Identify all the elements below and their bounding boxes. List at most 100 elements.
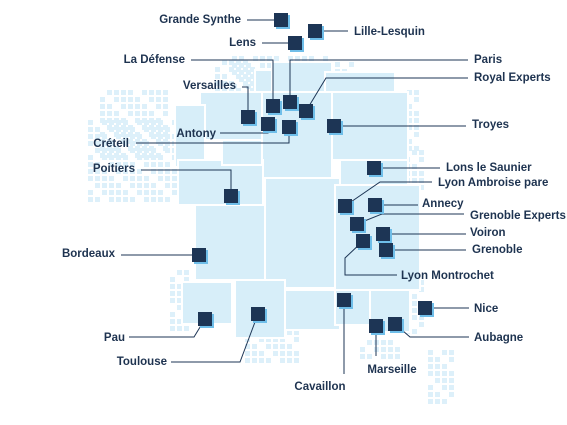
label-cavaillon[interactable]: Cavaillon (294, 381, 345, 393)
map-pixel (381, 340, 386, 345)
map-pixel (407, 111, 412, 116)
marker-pau[interactable] (198, 312, 214, 328)
label-lyon-montrochet[interactable]: Lyon Montrochet (401, 270, 494, 282)
marker-bordeaux[interactable] (192, 248, 208, 264)
label-lens[interactable]: Lens (229, 37, 256, 49)
map-pixel (100, 97, 105, 102)
marker-nice[interactable] (418, 301, 434, 317)
map-pixel (260, 56, 265, 61)
label-grenoble-experts[interactable]: Grenoble Experts (470, 210, 566, 222)
marker-aubagne[interactable] (388, 317, 404, 333)
map-pixel (123, 197, 128, 202)
label-aubagne[interactable]: Aubagne (474, 332, 523, 344)
label-royal-experts[interactable]: Royal Experts (474, 72, 551, 84)
marker-paris[interactable] (283, 95, 299, 111)
map-pixel (137, 190, 142, 195)
map-pixel (407, 139, 412, 144)
label-annecy[interactable]: Annecy (422, 198, 464, 210)
label-voiron[interactable]: Voiron (470, 227, 506, 239)
map-pixel (144, 148, 149, 153)
map-pixel (156, 104, 161, 109)
map-pixel (395, 347, 400, 352)
map-pixel (144, 197, 149, 202)
label-lille-lesquin[interactable]: Lille-Lesquin (354, 26, 425, 38)
label-poitiers[interactable]: Poitiers (93, 163, 135, 175)
map-pixel (158, 134, 163, 139)
label-grande-synthe[interactable]: Grande Synthe (159, 14, 241, 26)
map-pixel (449, 350, 454, 355)
map-pixel (149, 111, 154, 116)
marker-marseille[interactable] (369, 319, 385, 335)
label-toulouse[interactable]: Toulouse (117, 356, 167, 368)
map-pixel (309, 56, 314, 61)
marker-versailles[interactable] (241, 110, 257, 126)
label-grenoble[interactable]: Grenoble (472, 244, 522, 256)
marker-lons-le-saunier[interactable] (367, 161, 383, 177)
map-pixel (407, 146, 412, 151)
map-pixel (388, 347, 393, 352)
map-pixel (121, 104, 126, 109)
label-versailles[interactable]: Versailles (183, 80, 236, 92)
square-office-marker-icon (367, 161, 381, 175)
marker-antony[interactable] (261, 117, 277, 133)
map-pixel (360, 354, 365, 359)
marker-troyes[interactable] (327, 119, 343, 135)
map-pixel (419, 150, 424, 155)
label-lons-le-saunier[interactable]: Lons le Saunier (446, 162, 532, 174)
map-pixel (88, 155, 93, 160)
map-pixel (151, 148, 156, 153)
map-pixel (428, 399, 433, 404)
map-pixel (250, 74, 255, 79)
map-pixel (144, 190, 149, 195)
map-pixel (419, 315, 424, 320)
map-pixel (266, 337, 271, 342)
label-creteil[interactable]: Créteil (93, 138, 129, 150)
map-pixel (116, 148, 121, 153)
marker-lyon-ambroise-pare[interactable] (338, 199, 354, 215)
label-troyes[interactable]: Troyes (472, 119, 509, 131)
marker-royal-experts[interactable] (299, 104, 315, 120)
leader-line-toulouse (171, 313, 259, 363)
map-pixel (170, 277, 175, 282)
map-pixel (109, 127, 114, 132)
label-pau[interactable]: Pau (104, 332, 125, 344)
label-lyon-ambroise-pare[interactable]: Lyon Ambroise pare (438, 177, 548, 189)
map-pixel (130, 162, 135, 167)
marker-poitiers[interactable] (224, 189, 240, 205)
marker-grenoble-experts[interactable] (350, 217, 366, 233)
map-pixel (250, 81, 255, 86)
map-pixel (130, 176, 135, 181)
marker-la-defense[interactable] (266, 99, 282, 115)
map-pixel (144, 162, 149, 167)
map-pixel (412, 178, 417, 183)
marker-creteil[interactable] (282, 120, 298, 136)
marker-grenoble[interactable] (379, 243, 395, 259)
map-pixel (102, 148, 107, 153)
map-pixel (407, 118, 412, 123)
map-pixel (252, 351, 257, 356)
marker-grande-synthe[interactable] (274, 13, 290, 29)
label-antony[interactable]: Antony (176, 128, 216, 140)
marker-annecy[interactable] (368, 198, 384, 214)
map-pixel (95, 127, 100, 132)
map-pixel (435, 371, 440, 376)
label-marseille[interactable]: Marseille (367, 364, 416, 376)
marker-toulouse[interactable] (251, 307, 267, 323)
marker-lens[interactable] (288, 36, 304, 52)
map-pixel (243, 67, 248, 72)
map-pixel (123, 176, 128, 181)
map-pixel (128, 111, 133, 116)
label-la-defense[interactable]: La Défense (124, 54, 185, 66)
label-nice[interactable]: Nice (474, 303, 498, 315)
label-paris[interactable]: Paris (474, 54, 502, 66)
map-pixel (114, 111, 119, 116)
marker-lille-lesquin[interactable] (308, 24, 324, 40)
label-bordeaux[interactable]: Bordeaux (62, 248, 116, 260)
marker-cavaillon[interactable] (337, 293, 353, 309)
marker-voiron[interactable] (376, 227, 392, 243)
map-pixel (109, 183, 114, 188)
map-pixel (184, 277, 189, 282)
marker-lyon-montrochet[interactable] (356, 234, 372, 250)
map-pixel (367, 340, 372, 345)
